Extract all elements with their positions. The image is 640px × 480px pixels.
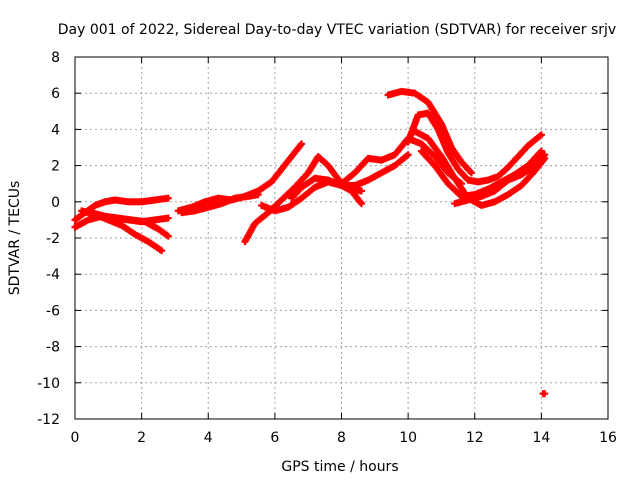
y-tick-label: -6: [46, 303, 60, 319]
y-tick-label: 0: [51, 195, 60, 211]
x-tick-labels: 0 2 4 6 8 10 12 14 16: [71, 430, 617, 446]
y-axis-label: SDTVAR / TECUs: [7, 181, 23, 296]
chart-title: Day 001 of 2022, Sidereal Day-to-day VTE…: [58, 22, 616, 38]
data-point-s1: [164, 194, 172, 202]
y-tick-label: 4: [51, 122, 60, 138]
x-tick-label: 2: [137, 430, 146, 446]
data-point-s15: [541, 151, 549, 159]
x-tick-label: 0: [71, 430, 80, 446]
data-point-s3: [158, 247, 166, 255]
x-tick-label: 4: [204, 430, 213, 446]
data-point-s2: [164, 214, 172, 222]
data-point-s11: [467, 169, 475, 177]
x-tick-label: 16: [599, 430, 617, 446]
data-point-s8: [357, 200, 365, 208]
y-tick-label: -4: [46, 267, 60, 283]
y-tick-label: 6: [51, 86, 60, 102]
grid-lines: [75, 57, 608, 419]
data-point-s12: [537, 131, 545, 139]
data-point-s5: [298, 140, 306, 148]
x-axis-label: GPS time / hours: [281, 459, 398, 475]
y-tick-label: -8: [46, 340, 60, 356]
y-tick-label: -10: [37, 376, 60, 392]
data-point-s7: [357, 187, 365, 195]
x-tick-label: 6: [270, 430, 279, 446]
data-point-outlier: [541, 390, 549, 398]
x-tick-label: 10: [399, 430, 417, 446]
data-point-s6: [254, 191, 262, 199]
data-point-s4: [164, 232, 172, 240]
y-tick-labels: 8 6 4 2 0 -2 -4 -6 -8 -10 -12: [37, 50, 60, 428]
y-tick-label: -12: [37, 412, 60, 428]
x-tick-label: 14: [532, 430, 550, 446]
y-tick-label: -2: [46, 231, 60, 247]
axis-ticks: [74, 56, 609, 420]
y-tick-label: 2: [51, 159, 60, 175]
x-tick-label: 12: [466, 430, 484, 446]
x-tick-label: 8: [337, 430, 346, 446]
data-point-s14: [537, 147, 545, 155]
data-points: [71, 87, 549, 398]
data-point-s9: [404, 151, 412, 159]
y-tick-label: 8: [51, 50, 60, 66]
